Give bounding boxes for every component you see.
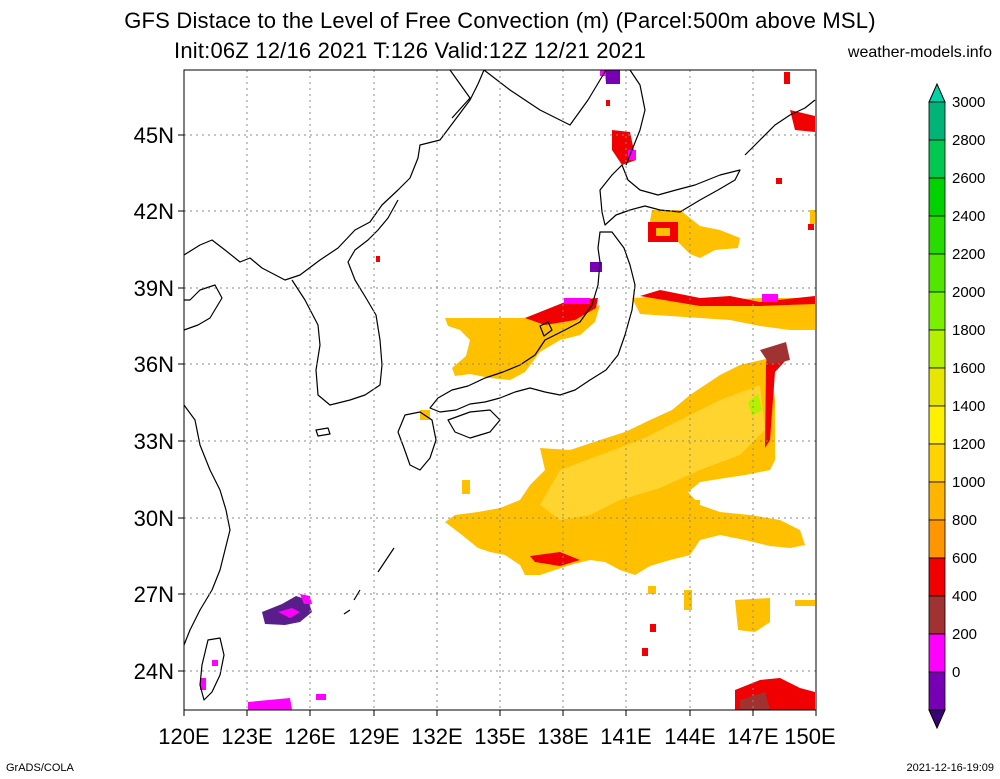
field-magenta-south	[248, 694, 326, 710]
colorbar-label: 200	[952, 626, 977, 643]
colorbar-label: 2200	[952, 246, 985, 263]
lat-label: 45N	[134, 123, 174, 148]
field-purple-north	[605, 70, 620, 84]
footer-software: GrADS/COLA	[6, 762, 74, 774]
lon-label: 135E	[474, 724, 525, 749]
lon-label: 141E	[600, 724, 651, 749]
colorbar-swatch	[928, 367, 946, 407]
lon-label: 144E	[664, 724, 715, 749]
coast-russia	[483, 69, 607, 126]
colorbar-swatch	[928, 595, 946, 635]
colorbar-swatch	[928, 291, 946, 331]
site-watermark: weather-models.info	[847, 44, 992, 61]
lat-label: 39N	[134, 276, 174, 301]
colorbar	[928, 82, 946, 730]
colorbar-label: 1400	[952, 398, 985, 415]
lon-label: 126E	[284, 724, 335, 749]
tick-marks	[178, 134, 817, 716]
colorbar-label: 3000	[952, 94, 985, 111]
colorbar-swatch	[928, 671, 946, 711]
colorbar-label: 1000	[952, 474, 985, 491]
colorbar-swatch	[928, 405, 946, 445]
coast-honshu	[429, 231, 636, 413]
map-subtitle: Init:06Z 12/16 2021 T:126 Valid:12Z 12/2…	[174, 38, 646, 63]
colorbar-label: 1600	[952, 360, 985, 377]
colorbar-label: 400	[952, 588, 977, 605]
footer-timestamp: 2021-12-16-19:09	[906, 762, 994, 774]
lat-label: 27N	[134, 582, 174, 607]
colorbar-swatch	[928, 177, 946, 217]
lon-label: 150E	[784, 724, 835, 749]
field-magenta-taiwan	[200, 660, 218, 690]
colorbar-swatch	[928, 329, 946, 369]
coast-hokkaido	[599, 164, 741, 226]
field-red-ne	[790, 110, 815, 132]
field-far-east-strip	[795, 600, 815, 606]
coast-bohai	[183, 284, 223, 331]
field-brown-east	[760, 342, 790, 365]
field-magenta-okinawa	[278, 594, 312, 618]
colorbar-label: 800	[952, 512, 977, 529]
map-title: GFS Distace to the Level of Free Convect…	[124, 8, 876, 33]
lon-label: 129E	[348, 724, 399, 749]
colorbar-label: 1800	[952, 322, 985, 339]
field-inner-yellow	[540, 385, 765, 520]
coast-kyushu	[397, 411, 437, 471]
coast-shikoku	[447, 409, 501, 439]
field-red-ridge	[765, 345, 786, 448]
field-red-sea-japan	[525, 298, 598, 325]
colorbar-swatch	[928, 443, 946, 483]
colorbar-labels: 3000 2800 2600 2400 2200 2000 1800 1600 …	[952, 94, 985, 681]
lat-label: 33N	[134, 429, 174, 454]
coast-ryukyu	[343, 547, 395, 615]
colorbar-label: 600	[952, 550, 977, 567]
lon-label: 123E	[221, 724, 272, 749]
coast-taiwan	[199, 637, 225, 701]
colorbar-label: 2000	[952, 284, 985, 301]
colorbar-swatch	[928, 557, 946, 597]
colorbar-arrow-bottom	[928, 709, 946, 730]
colorbar-swatch	[928, 253, 946, 293]
colorbar-label: 2400	[952, 208, 985, 225]
coastlines	[183, 69, 816, 701]
field-red-hokkaido	[648, 222, 678, 242]
lon-labels: 120E 123E 126E 129E 132E 135E 138E 141E …	[158, 724, 835, 749]
lon-label: 132E	[411, 724, 462, 749]
colorbar-label: 0	[952, 664, 960, 681]
coast-sado	[539, 321, 553, 337]
field-brown-se-corner	[740, 692, 770, 710]
coast-jeju	[315, 427, 331, 437]
field-ne-corner	[735, 598, 770, 632]
field-sea-of-japan	[445, 305, 600, 380]
colorbar-label: 2600	[952, 170, 985, 187]
lat-label: 42N	[134, 199, 174, 224]
lat-labels: 45N 42N 39N 36N 33N 30N 27N 24N	[134, 123, 174, 684]
coast-china-east	[183, 404, 231, 646]
lat-label: 36N	[134, 352, 174, 377]
coast-mainland	[183, 69, 485, 281]
coast-korea	[291, 199, 399, 406]
colorbar-swatch	[928, 215, 946, 255]
colorbar-label: 1200	[952, 436, 985, 453]
lon-label: 138E	[537, 724, 588, 749]
lat-label: 24N	[134, 659, 174, 684]
field-lime-spot	[748, 394, 762, 416]
colorbar-swatch	[928, 481, 946, 521]
colorbar-swatch	[928, 101, 946, 141]
colorbar-swatch	[928, 633, 946, 673]
lon-label: 120E	[158, 724, 209, 749]
lat-label: 30N	[134, 506, 174, 531]
colorbar-arrow-top	[928, 82, 946, 103]
coast-kurils	[744, 99, 816, 156]
coast-sakhalin	[625, 69, 646, 166]
lon-label: 147E	[727, 724, 778, 749]
colorbar-label: 2800	[952, 132, 985, 149]
field-red-south	[530, 552, 580, 566]
graticule	[184, 70, 816, 710]
colorbar-swatch	[928, 139, 946, 179]
colorbar-swatch	[928, 519, 946, 559]
